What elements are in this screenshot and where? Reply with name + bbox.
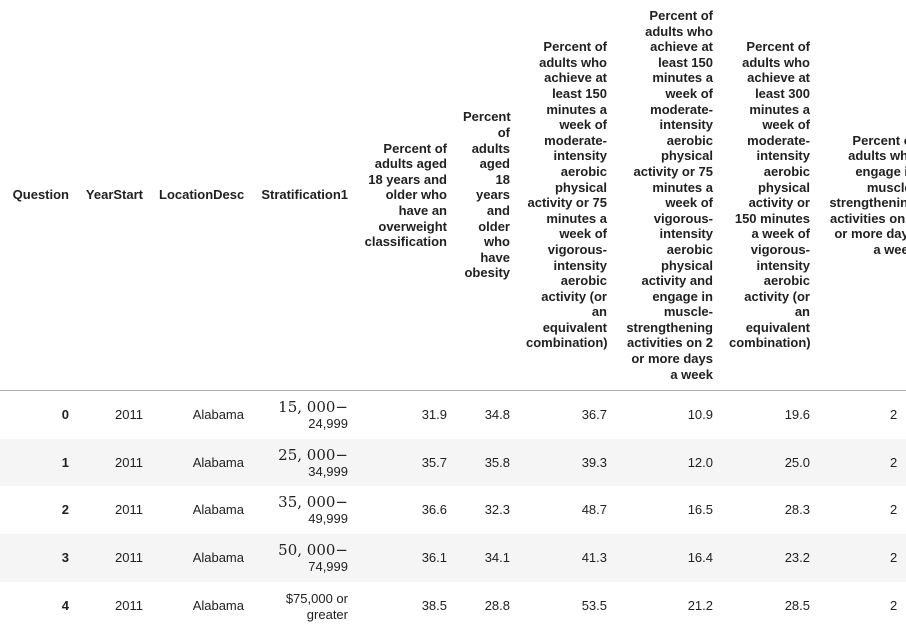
year-cell: 2011 <box>115 597 143 613</box>
column-header-aerobic-150-muscle: Percent of adults who achieve at least 1… <box>615 0 721 392</box>
stratification-cell: $75,000 or greater <box>252 582 356 624</box>
location-cell: Alabama <box>192 454 244 470</box>
value-cell: 21.2 <box>687 597 713 613</box>
row-index: 2 <box>61 502 69 518</box>
table-row: 4 2011 Alabama $75,000 or greater 38.5 2… <box>0 582 906 624</box>
value-cell: 36.6 <box>421 502 447 518</box>
year-cell: 2011 <box>115 407 143 423</box>
strat-math-part: 25, 000− <box>278 445 348 464</box>
column-header-question: Question <box>0 0 77 392</box>
year-cell: 2011 <box>115 550 143 566</box>
header-row: Question YearStart LocationDesc Stratifi… <box>0 0 906 392</box>
value-cell: 48.7 <box>581 502 607 518</box>
value-cell: 10.9 <box>687 407 713 423</box>
value-cell: 35.8 <box>484 454 510 470</box>
row-index: 4 <box>61 597 69 613</box>
value-cell: 53.5 <box>581 597 607 613</box>
value-cell: 19.6 <box>784 407 810 423</box>
strat-text-part: $75,000 or greater <box>285 590 348 622</box>
column-header-obesity: Percent of adults aged 18 years and olde… <box>455 0 518 392</box>
row-index: 3 <box>61 550 69 566</box>
location-cell: Alabama <box>192 597 244 613</box>
stratification-cell: 35, 000− 49,999 <box>252 486 356 534</box>
clipped-value-cell: 2 <box>890 550 898 566</box>
value-cell: 34.8 <box>484 407 510 423</box>
value-cell: 36.1 <box>421 550 447 566</box>
column-header-stratification1: Stratification1 <box>252 0 356 392</box>
value-cell: 35.7 <box>421 454 447 470</box>
value-cell: 36.7 <box>581 407 607 423</box>
value-cell: 38.5 <box>421 597 447 613</box>
value-cell: 34.1 <box>484 550 510 566</box>
strat-text-part: 34,999 <box>308 463 348 479</box>
strat-text-part: 74,999 <box>308 559 348 575</box>
strat-math-part: 15, 000− <box>278 398 348 417</box>
column-header-aerobic-300: Percent of adults who achieve at least 3… <box>721 0 818 392</box>
stratification-cell: 50, 000− 74,999 <box>252 534 356 582</box>
clipped-value-cell: 2 <box>890 597 898 613</box>
value-cell: 39.3 <box>581 454 607 470</box>
value-cell: 41.3 <box>581 550 607 566</box>
value-cell: 23.2 <box>784 550 810 566</box>
table-row: 2 2011 Alabama 35, 000− 49,999 36.6 32.3… <box>0 486 906 534</box>
value-cell: 28.8 <box>484 597 510 613</box>
clipped-value-cell: 2 <box>890 502 898 518</box>
location-cell: Alabama <box>192 550 244 566</box>
column-header-muscle-strengthening: Percent of adults who engage in muscle- … <box>818 0 906 392</box>
year-cell: 2011 <box>115 502 143 518</box>
value-cell: 28.3 <box>784 502 810 518</box>
value-cell: 32.3 <box>484 502 510 518</box>
value-cell: 16.5 <box>687 502 713 518</box>
location-cell: Alabama <box>192 407 244 423</box>
table-row: 3 2011 Alabama 50, 000− 74,999 36.1 34.1… <box>0 534 906 582</box>
clipped-value-cell: 2 <box>890 407 898 423</box>
row-index: 0 <box>61 407 69 423</box>
year-cell: 2011 <box>115 454 143 470</box>
row-index: 1 <box>61 454 69 470</box>
strat-text-part: 49,999 <box>308 511 348 527</box>
location-cell: Alabama <box>192 502 244 518</box>
column-header-overweight: Percent of adults aged 18 years and olde… <box>356 0 455 392</box>
value-cell: 12.0 <box>687 454 713 470</box>
column-header-locationdesc: LocationDesc <box>151 0 252 392</box>
column-header-aerobic-150: Percent of adults who achieve at least 1… <box>518 0 615 392</box>
value-cell: 28.5 <box>784 597 810 613</box>
value-cell: 31.9 <box>421 407 447 423</box>
stratification-cell: 15, 000− 24,999 <box>252 391 356 439</box>
strat-math-part: 50, 000− <box>278 541 348 560</box>
column-header-yearstart: YearStart <box>77 0 151 392</box>
value-cell: 16.4 <box>687 550 713 566</box>
table-row: 0 2011 Alabama 15, 000− 24,999 31.9 34.8… <box>0 391 906 439</box>
table-row: 1 2011 Alabama 25, 000− 34,999 35.7 35.8… <box>0 438 906 487</box>
clipped-value-cell: 2 <box>890 454 898 470</box>
value-cell: 25.0 <box>784 454 810 470</box>
stratification-cell: 25, 000− 34,999 <box>252 439 356 487</box>
strat-text-part: 24,999 <box>308 416 348 432</box>
strat-math-part: 35, 000− <box>278 493 348 512</box>
